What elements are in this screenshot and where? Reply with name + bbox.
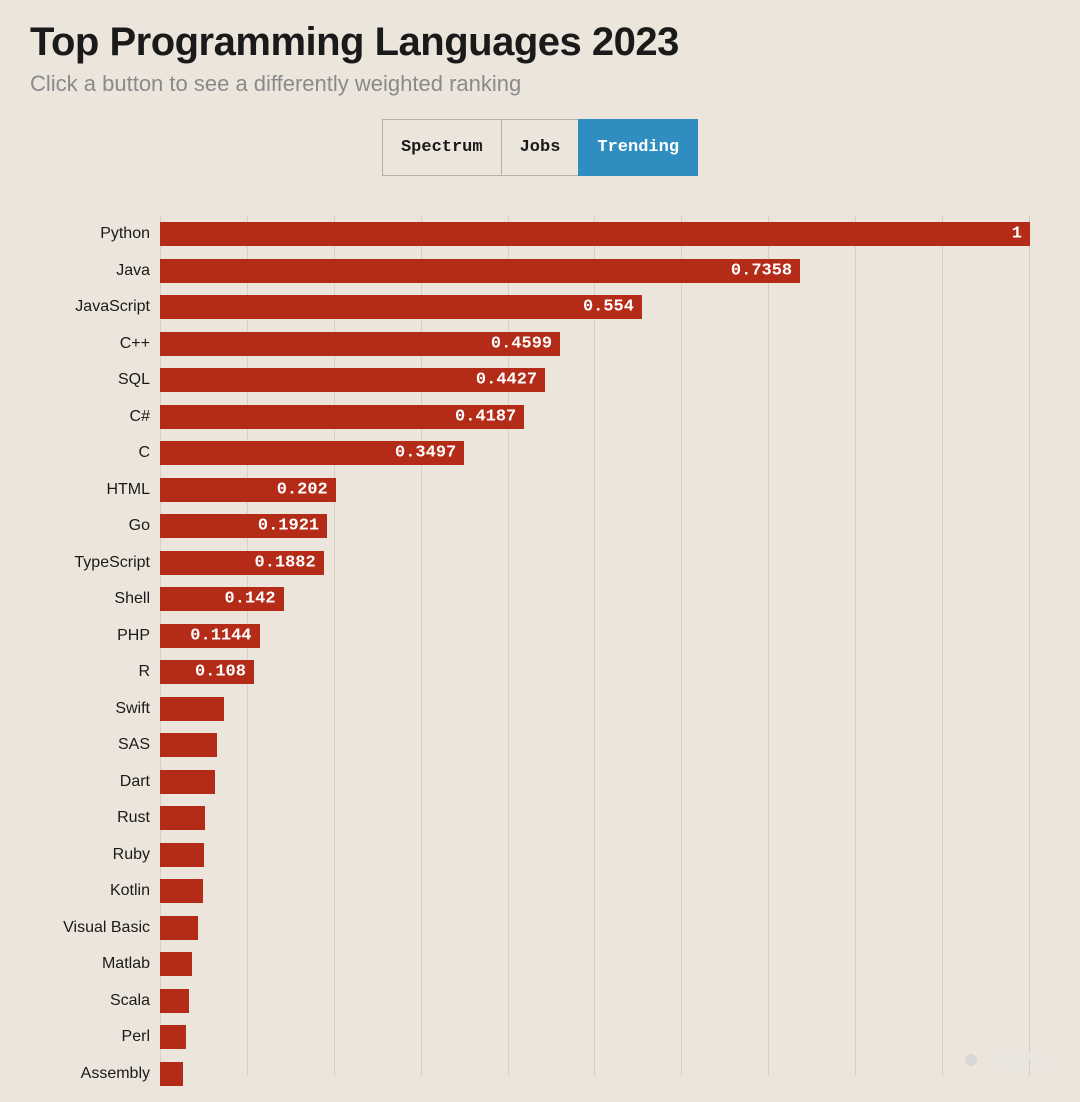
bar-value: 0.7358 — [731, 261, 792, 280]
bar: 0.7358 — [160, 259, 800, 283]
bar-value: 0.4599 — [491, 334, 552, 353]
chart-row: Kotlin — [160, 873, 1030, 910]
bar-label: HTML — [106, 481, 150, 499]
bar-label: C — [138, 444, 150, 462]
wechat-icon — [958, 1049, 984, 1071]
chart-row: Java0.7358 — [160, 253, 1030, 290]
chart-row: Dart — [160, 764, 1030, 801]
page-container: Top Programming Languages 2023 Click a b… — [0, 0, 1080, 1076]
bar: 1 — [160, 222, 1030, 246]
chart-row: R0.108 — [160, 654, 1030, 691]
bar-value: 0.1882 — [255, 553, 316, 572]
bar-label: Swift — [115, 700, 150, 718]
bar: 0.1882 — [160, 551, 324, 575]
bar: 0.4599 — [160, 332, 560, 356]
bar — [160, 770, 215, 794]
bar-label: PHP — [117, 627, 150, 645]
bar-label: Assembly — [81, 1065, 150, 1083]
chart-row: Perl — [160, 1019, 1030, 1056]
chart-row: Matlab — [160, 946, 1030, 983]
languages-bar-chart: Python1Java0.7358JavaScript0.554C++0.459… — [160, 216, 1030, 1076]
bar — [160, 916, 198, 940]
bar — [160, 733, 217, 757]
bar-label: Kotlin — [110, 882, 150, 900]
bar-label: TypeScript — [74, 554, 150, 572]
bar — [160, 806, 205, 830]
bar — [160, 843, 204, 867]
bar-value: 0.1921 — [258, 517, 319, 536]
bar-value: 0.202 — [277, 480, 328, 499]
bar-label: Shell — [114, 590, 150, 608]
tab-spectrum[interactable]: Spectrum — [382, 119, 502, 176]
bar-value: 1 — [1012, 225, 1022, 244]
chart-row: Scala — [160, 983, 1030, 1020]
bar — [160, 989, 189, 1013]
bar-label: Ruby — [113, 846, 150, 864]
bar-value: 0.142 — [225, 590, 276, 609]
page-subtitle: Click a button to see a differently weig… — [30, 71, 1050, 97]
bar-label: Scala — [110, 992, 150, 1010]
bar: 0.554 — [160, 295, 642, 319]
bar: 0.1144 — [160, 624, 260, 648]
bar-value: 0.1144 — [190, 626, 251, 645]
bar-label: Visual Basic — [63, 919, 150, 937]
bar: 0.108 — [160, 660, 254, 684]
bar — [160, 697, 224, 721]
chart-row: TypeScript0.1882 — [160, 545, 1030, 582]
bar: 0.4187 — [160, 405, 524, 429]
chart-row: Shell0.142 — [160, 581, 1030, 618]
bar — [160, 1025, 186, 1049]
chart-row: JavaScript0.554 — [160, 289, 1030, 326]
chart-row: Rust — [160, 800, 1030, 837]
bar — [160, 952, 192, 976]
chart-row: SAS — [160, 727, 1030, 764]
chart-row: Visual Basic — [160, 910, 1030, 947]
bar-label: Java — [116, 262, 150, 280]
bar-value: 0.108 — [195, 663, 246, 682]
bar: 0.1921 — [160, 514, 327, 538]
bar-value: 0.3497 — [395, 444, 456, 463]
chart-row: C0.3497 — [160, 435, 1030, 472]
chart-row: Python1 — [160, 216, 1030, 253]
chart-row: Go0.1921 — [160, 508, 1030, 545]
bar-label: R — [138, 663, 150, 681]
bar-label: Perl — [122, 1028, 150, 1046]
chart-row: C++0.4599 — [160, 326, 1030, 363]
bar-label: SQL — [118, 371, 150, 389]
bar-value: 0.4427 — [476, 371, 537, 390]
bar-label: SAS — [118, 736, 150, 754]
bar-label: Python — [100, 225, 150, 243]
bar-value: 0.4187 — [455, 407, 516, 426]
bar-label: C++ — [120, 335, 150, 353]
page-title: Top Programming Languages 2023 — [30, 20, 1050, 65]
bar-label: Dart — [120, 773, 150, 791]
ranking-tabs: SpectrumJobsTrending — [30, 119, 1050, 176]
watermark: 新智元 — [958, 1045, 1052, 1074]
chart-row: SQL0.4427 — [160, 362, 1030, 399]
chart-row: PHP0.1144 — [160, 618, 1030, 655]
bar-label: C# — [130, 408, 150, 426]
bar-label: Go — [129, 517, 150, 535]
chart-row: Ruby — [160, 837, 1030, 874]
bar: 0.202 — [160, 478, 336, 502]
chart-row: Assembly — [160, 1056, 1030, 1093]
bar: 0.3497 — [160, 441, 464, 465]
bar-value: 0.554 — [583, 298, 634, 317]
chart-row: Swift — [160, 691, 1030, 728]
bar: 0.142 — [160, 587, 284, 611]
tab-jobs[interactable]: Jobs — [501, 119, 580, 176]
bar-label: Matlab — [102, 955, 150, 973]
watermark-text: 新智元 — [992, 1045, 1052, 1074]
bar-label: JavaScript — [75, 298, 150, 316]
bar — [160, 879, 203, 903]
bar-label: Rust — [117, 809, 150, 827]
bar — [160, 1062, 183, 1086]
chart-bars: Python1Java0.7358JavaScript0.554C++0.459… — [160, 216, 1030, 1076]
chart-row: HTML0.202 — [160, 472, 1030, 509]
chart-row: C#0.4187 — [160, 399, 1030, 436]
tab-trending[interactable]: Trending — [578, 119, 698, 176]
bar: 0.4427 — [160, 368, 545, 392]
